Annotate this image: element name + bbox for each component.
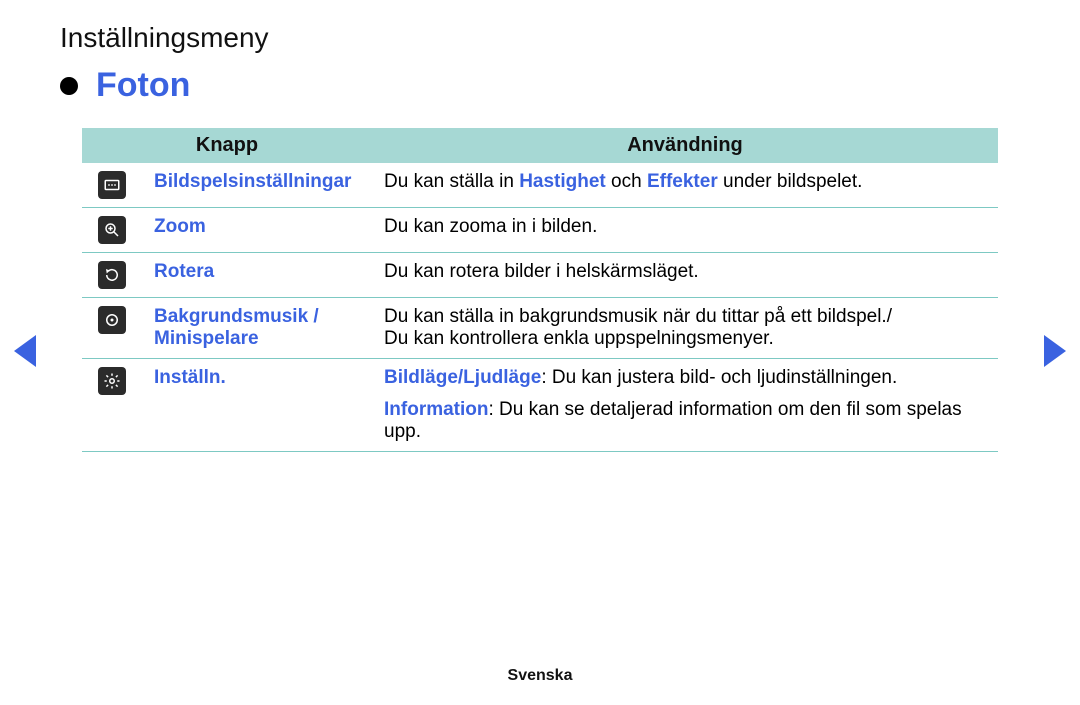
section-header: Foton xyxy=(60,66,190,105)
usage-text: och xyxy=(606,171,647,192)
feature-name: Inställn. xyxy=(154,367,226,388)
manual-page: Inställningsmeny Foton Knapp Användning … xyxy=(0,0,1080,705)
section-bullet-icon xyxy=(60,77,78,95)
table-row: Bildspelsinställningar Du kan ställa in … xyxy=(82,163,998,208)
usage-text: Du kan zooma in i bilden. xyxy=(372,208,998,253)
rotate-icon xyxy=(98,261,126,289)
feature-name: Bakgrundsmusik / xyxy=(154,306,319,327)
feature-name: Bildspelsinställningar xyxy=(154,171,351,192)
usage-text: Du kan ställa in xyxy=(384,171,519,192)
nav-next-icon[interactable] xyxy=(1044,335,1066,367)
table-row: Inställn. Bildläge/Ljudläge: Du kan just… xyxy=(82,359,998,452)
table-row: Rotera Du kan rotera bilder i helskärmsl… xyxy=(82,253,998,298)
page-footer-language: Svenska xyxy=(0,667,1080,685)
page-heading: Inställningsmeny xyxy=(60,22,269,54)
feature-name: Zoom xyxy=(154,216,206,237)
slideshow-icon xyxy=(98,171,126,199)
col-header-usage: Användning xyxy=(372,128,998,163)
usage-keyword: Hastighet xyxy=(519,171,606,192)
usage-text: Du kan ställa in bakgrundsmusik när du t… xyxy=(384,306,892,327)
usage-text: : Du kan justera bild- och ljudinställni… xyxy=(541,367,897,388)
settings-icon xyxy=(98,367,126,395)
usage-keyword: Effekter xyxy=(647,171,718,192)
zoom-icon xyxy=(98,216,126,244)
usage-text: under bildspelet. xyxy=(718,171,863,192)
col-header-button: Knapp xyxy=(82,128,372,163)
usage-text: Du kan rotera bilder i helskärmsläget. xyxy=(372,253,998,298)
nav-prev-icon[interactable] xyxy=(14,335,36,367)
features-table: Knapp Användning Bildspelsinställningar … xyxy=(82,128,998,452)
usage-text: Du kan kontrollera enkla uppspelningsmen… xyxy=(384,328,774,349)
usage-keyword: Bildläge/Ljudläge xyxy=(384,367,541,388)
section-title: Foton xyxy=(96,66,190,105)
usage-keyword: Information xyxy=(384,399,489,420)
music-icon xyxy=(98,306,126,334)
feature-name: Minispelare xyxy=(154,328,259,349)
table-header-row: Knapp Användning xyxy=(82,128,998,163)
feature-name: Rotera xyxy=(154,261,214,282)
table-row: Bakgrundsmusik / Minispelare Du kan stäl… xyxy=(82,298,998,359)
table-row: Zoom Du kan zooma in i bilden. xyxy=(82,208,998,253)
